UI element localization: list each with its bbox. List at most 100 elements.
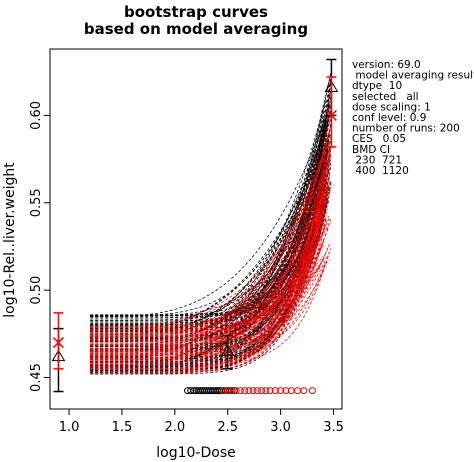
red-bootstrap-curve — [90, 160, 326, 360]
red-bootstrap-curve — [90, 165, 330, 374]
info-line: version: 69.0 — [352, 59, 421, 71]
black-bootstrap-curve — [90, 132, 327, 334]
bmd-point-black — [187, 387, 195, 395]
info-panel: version: 69.0 model averaging resultsdty… — [352, 59, 474, 177]
bmd-point-red — [236, 387, 244, 395]
info-line: CES 0.05 — [352, 133, 406, 145]
red-bootstrap-curve — [90, 196, 326, 358]
black-bootstrap-curve — [90, 119, 330, 327]
observed-mean-cross — [325, 109, 337, 121]
bmd-point-red — [245, 387, 253, 395]
bmd-point-red — [258, 387, 266, 395]
black-bootstrap-curve — [90, 147, 330, 341]
red-bootstrap-curve — [90, 191, 330, 328]
red-bootstrap-curve — [90, 208, 329, 350]
red-bootstrap-curve — [90, 243, 330, 345]
bmd-point-red — [249, 387, 257, 395]
info-line: dtype 10 — [352, 80, 402, 92]
red-bootstrap-curve — [90, 145, 332, 346]
black-bootstrap-curve — [90, 187, 326, 357]
black-bootstrap-curve — [90, 120, 330, 332]
red-bootstrap-curve — [90, 212, 325, 336]
red-bootstrap-curve — [90, 186, 327, 344]
bmd-point-red — [253, 387, 261, 395]
x-tick-label: 2.5 — [217, 420, 238, 435]
black-bootstrap-curve — [90, 117, 327, 326]
x-tick-label: 1.5 — [112, 420, 133, 435]
black-bootstrap-curve — [90, 201, 326, 375]
y-axis-label: log10-Rel..liver.weight — [2, 162, 18, 318]
bmd-point-red — [241, 387, 249, 395]
black-bootstrap-curve — [90, 111, 332, 342]
info-line: conf level: 0.9 — [352, 112, 426, 124]
black-bootstrap-curve — [90, 223, 324, 360]
black-bootstrap-curve — [90, 129, 325, 369]
bmd-point-red — [262, 387, 270, 395]
black-bootstrap-curve — [90, 109, 332, 342]
black-bootstrap-curve — [90, 196, 328, 362]
bmd-point-red — [220, 387, 228, 395]
bmd-point-red — [282, 387, 290, 395]
info-line: 400 1120 — [352, 165, 409, 177]
info-line: selected all — [352, 91, 419, 103]
red-bootstrap-curve — [90, 216, 331, 349]
x-axis-label: log10-Dose — [156, 445, 235, 461]
black-bootstrap-curve — [90, 88, 330, 333]
red-bootstrap-curve — [90, 149, 326, 339]
red-bootstrap-curve — [90, 149, 326, 354]
observations — [51, 58, 339, 393]
red-bootstrap-curve — [90, 145, 332, 361]
y-tick-label: 0.55 — [29, 188, 44, 217]
red-bootstrap-curve — [90, 253, 330, 355]
black-bootstrap-curve — [90, 114, 330, 351]
bmd-point-red — [271, 387, 279, 395]
x-tick-label: 2.0 — [164, 420, 185, 435]
red-bootstrap-curve — [90, 226, 326, 369]
axes: 1.0 1.5 2.0 2.5 3.0 3.5 0.45 0.50 0.55 0.60 — [29, 48, 344, 435]
black-bootstrap-curve — [90, 129, 328, 338]
chart-title-line-2: based on model averaging — [84, 20, 308, 38]
observed-mean-triangle — [220, 344, 235, 356]
x-tick-label: 1.0 — [59, 420, 80, 435]
bmd-point-red — [300, 387, 308, 395]
red-bootstrap-curve — [90, 259, 331, 328]
black-bootstrap-curve — [90, 187, 332, 348]
plot-frame — [49, 48, 343, 410]
bmd-point-red — [228, 387, 236, 395]
info-line: number of runs: 200 — [352, 123, 460, 135]
bmd-point-red — [266, 387, 274, 395]
info-line: 230 721 — [352, 154, 402, 166]
chart-title-line-1: bootstrap curves — [124, 3, 268, 21]
red-bootstrap-curve — [90, 150, 325, 350]
black-bootstrap-curve — [90, 173, 327, 367]
red-bootstrap-curve — [90, 174, 326, 372]
red-bootstrap-curve — [90, 148, 330, 372]
y-tick-label: 0.50 — [29, 276, 44, 305]
black-bootstrap-curve — [90, 101, 326, 347]
red-bootstrap-curve — [90, 152, 332, 367]
black-bootstrap-curve — [90, 148, 329, 350]
red-bootstrap-curve — [90, 255, 324, 345]
bmd-point-red — [232, 387, 240, 395]
red-bootstrap-curve — [90, 150, 325, 335]
black-bootstrap-curve — [90, 110, 329, 317]
red-bootstrap-curve — [90, 169, 325, 328]
red-bootstrap-curve — [90, 123, 330, 338]
observed-mean-cross — [52, 337, 64, 349]
y-tick-label: 0.60 — [29, 101, 44, 130]
red-bootstrap-curve — [90, 197, 327, 354]
bmd-point-red — [224, 387, 232, 395]
black-bootstrap-curve — [90, 206, 327, 366]
red-bootstrap-curve — [90, 148, 330, 336]
red-bootstrap-curve — [90, 225, 325, 330]
bmd-point-red — [294, 387, 302, 395]
red-bootstrap-curve — [90, 162, 331, 327]
red-bootstrap-curve — [90, 154, 324, 355]
red-bootstrap-curve — [90, 227, 330, 334]
red-bootstrap-curve — [90, 213, 325, 354]
info-line: model averaging results — [352, 70, 474, 82]
black-bootstrap-curve — [90, 131, 327, 316]
bmd-point-red — [308, 387, 316, 395]
bmd-point-red — [277, 387, 285, 395]
